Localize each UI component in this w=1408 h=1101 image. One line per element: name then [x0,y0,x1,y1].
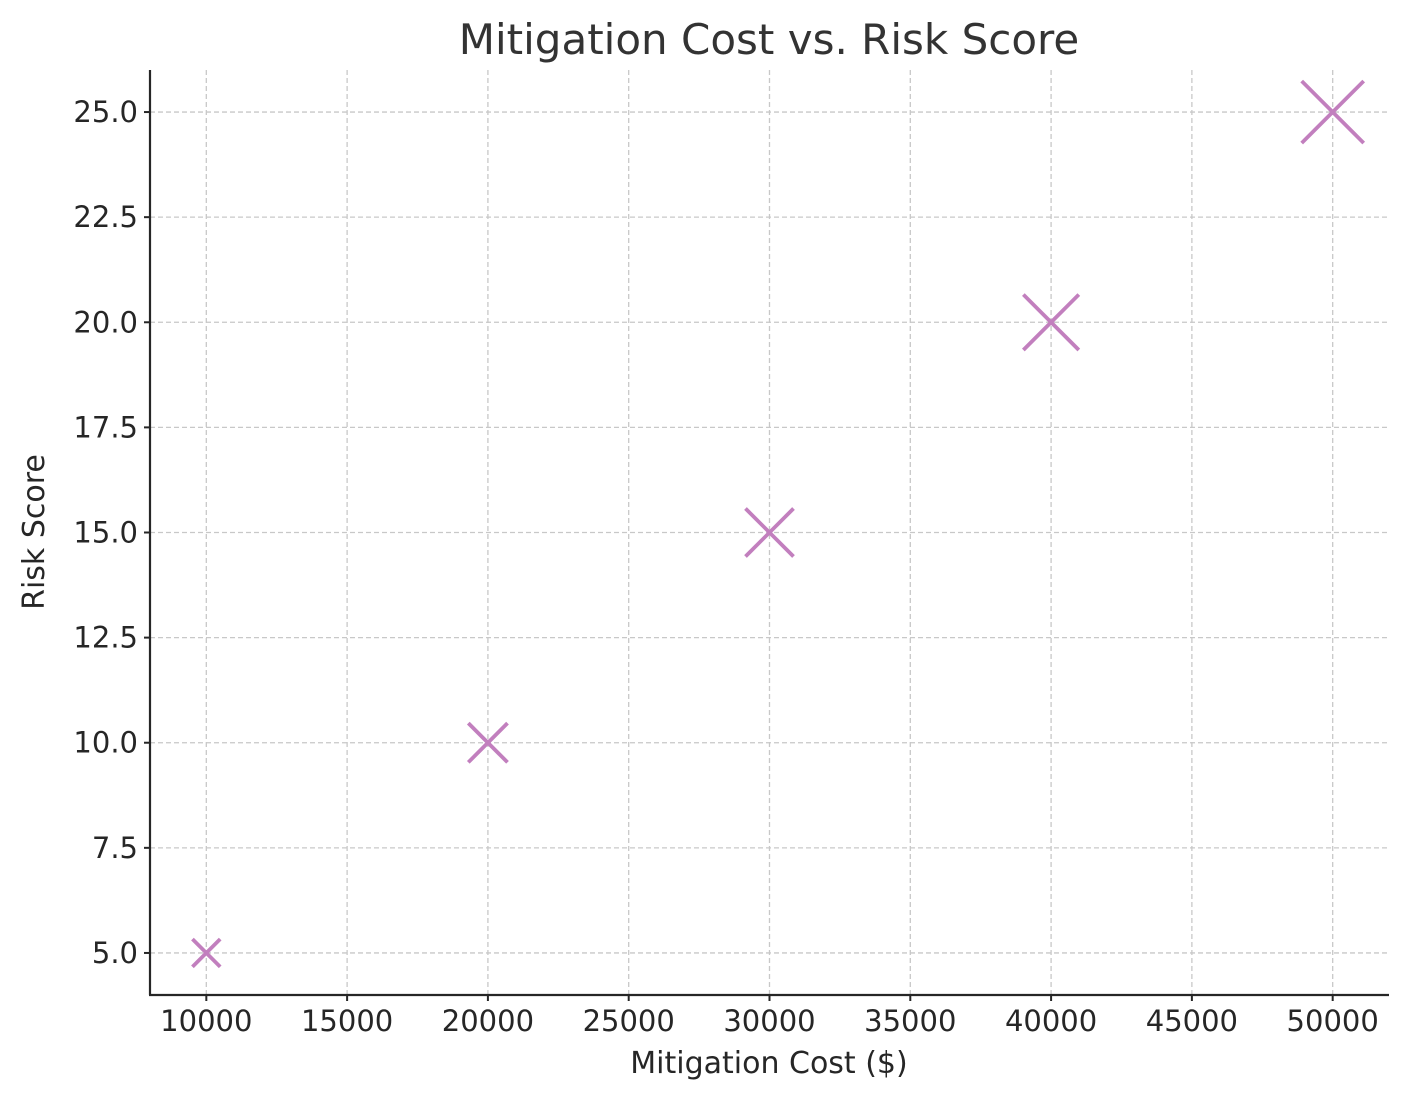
chart-title: Mitigation Cost vs. Risk Score [459,15,1079,64]
x-axis-ticks: 10000 15000 20000 25000 30000 35000 40000 45000… [160,995,1379,1038]
x-tick-label: 40000 [1005,1004,1097,1038]
x-tick-label: 45000 [1146,1004,1238,1038]
data-points [191,79,1366,969]
y-tick-label: 15.0 [73,516,138,550]
y-tick-label: 7.5 [92,831,138,865]
y-axis-ticks: 5.0 7.5 10.0 12.5 15.0 17.5 20.0 22.5 25.0 [73,95,150,970]
scatter-point [466,721,509,764]
y-axis-label: Risk Score [17,454,52,610]
x-tick-label: 50000 [1287,1004,1379,1038]
y-tick-label: 17.5 [73,410,138,444]
y-tick-label: 12.5 [73,621,138,655]
x-tick-label: 20000 [442,1004,534,1038]
y-tick-label: 5.0 [92,936,138,970]
x-tick-label: 30000 [723,1004,815,1038]
x-gridlines [205,70,1334,995]
scatter-point [1300,79,1366,145]
y-tick-label: 10.0 [73,726,138,760]
scatter-point [1022,293,1081,352]
x-tick-label: 15000 [301,1004,393,1038]
x-tick-label: 10000 [160,1004,252,1038]
y-tick-label: 25.0 [73,95,138,129]
y-tick-label: 22.5 [73,200,138,234]
scatter-point [744,507,795,558]
x-axis-label: Mitigation Cost ($) [630,1046,907,1081]
scatter-point [191,937,222,969]
y-tick-label: 20.0 [73,305,138,339]
x-tick-label: 25000 [583,1004,675,1038]
x-tick-label: 35000 [864,1004,956,1038]
